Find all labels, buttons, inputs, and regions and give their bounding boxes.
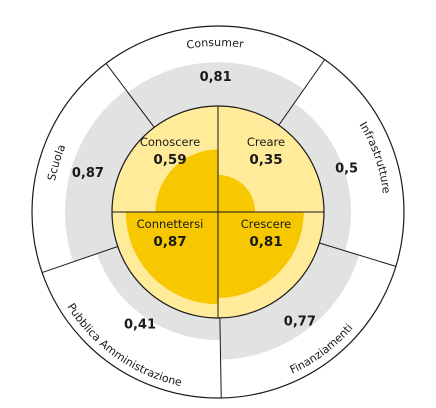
inner-value-connettersi: 0,87 — [153, 234, 186, 250]
outer-value-infrastrutture: 0,5 — [335, 162, 358, 177]
outer-value-pubblica-amministrazione: 0,41 — [124, 317, 156, 332]
sector-divider — [319, 242, 397, 267]
sector-divider — [41, 246, 118, 274]
outer-label-text: Consumer — [186, 36, 245, 52]
outer-value-finanziamenti: 0,77 — [284, 315, 316, 330]
inner-bar-creare — [218, 174, 256, 212]
inner-label-conoscere: Conoscere — [140, 135, 200, 149]
inner-value-crescere: 0,81 — [249, 234, 282, 250]
outer-bar-consumer — [127, 62, 304, 128]
outer-bar-scuola — [65, 89, 155, 262]
inner-label-crescere: Crescere — [241, 217, 292, 231]
sector-divider — [219, 317, 222, 398]
outer-value-consumer: 0,81 — [200, 70, 232, 85]
outer-value-scuola: 0,87 — [72, 166, 104, 181]
inner-value-conoscere: 0,59 — [153, 152, 186, 168]
inner-bar-conoscere — [155, 149, 218, 212]
outer-label-consumer: Consumer — [186, 36, 245, 52]
outer-bar-finanziamenti — [219, 242, 360, 360]
inner-bar-connettersi — [125, 212, 218, 305]
inner-label-connettersi: Connettersi — [137, 217, 204, 231]
inner-bar-crescere — [218, 212, 304, 298]
inner-label-creare: Creare — [247, 135, 285, 149]
outer-bar-pubblica-amministrazione — [96, 246, 221, 341]
sector-divider — [278, 59, 326, 126]
sector-divider — [105, 63, 155, 128]
outer-bar-infrastrutture — [278, 103, 352, 251]
inner-value-creare: 0,35 — [249, 152, 282, 168]
